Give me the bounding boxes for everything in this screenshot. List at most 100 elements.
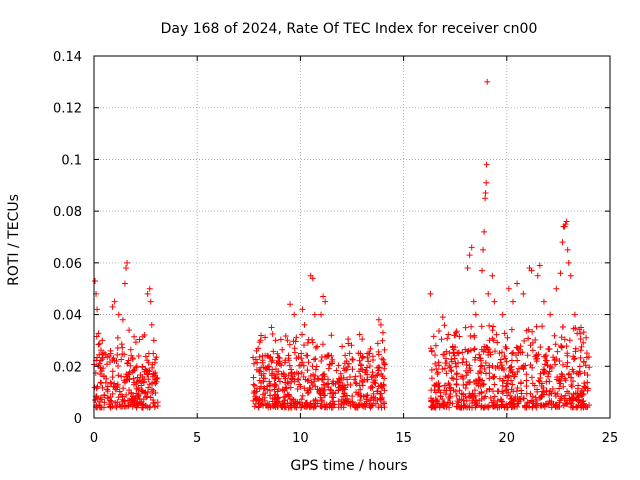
data-point	[562, 392, 569, 399]
data-point	[92, 277, 99, 284]
data-point	[103, 361, 110, 368]
data-point	[131, 379, 138, 386]
data-point	[113, 404, 120, 411]
data-point	[362, 404, 369, 411]
data-point	[498, 349, 505, 356]
data-point	[462, 324, 469, 331]
data-point	[541, 353, 548, 360]
data-point	[480, 348, 487, 355]
data-point	[277, 336, 284, 343]
data-point	[556, 358, 563, 365]
data-point	[540, 402, 547, 409]
data-point	[527, 361, 534, 368]
data-point	[330, 394, 337, 401]
data-point	[539, 388, 546, 395]
data-point	[490, 337, 497, 344]
data-point	[353, 380, 360, 387]
data-point	[546, 378, 553, 385]
data-point	[467, 347, 474, 354]
data-point	[574, 385, 581, 392]
data-point	[502, 355, 509, 362]
data-point	[291, 311, 298, 318]
data-point	[456, 333, 463, 340]
data-point	[443, 370, 450, 377]
data-point	[356, 368, 363, 375]
data-point	[559, 323, 566, 330]
data-point	[357, 361, 364, 368]
data-point	[482, 370, 489, 377]
data-point	[299, 306, 306, 313]
data-point	[377, 321, 384, 328]
data-point	[145, 370, 152, 377]
data-point	[450, 346, 457, 353]
data-point	[430, 333, 437, 340]
data-point	[448, 374, 455, 381]
data-point	[266, 400, 273, 407]
data-point	[484, 344, 491, 351]
data-point	[460, 391, 467, 398]
data-point	[436, 403, 443, 410]
data-point	[432, 352, 439, 359]
data-point	[472, 354, 479, 361]
data-point	[557, 270, 564, 277]
data-point	[436, 328, 443, 335]
data-point	[145, 359, 152, 366]
data-point	[444, 335, 451, 342]
data-point	[273, 382, 280, 389]
data-point	[259, 357, 266, 364]
data-point	[503, 345, 510, 352]
data-point	[462, 385, 469, 392]
data-point	[258, 332, 265, 339]
data-point	[471, 387, 478, 394]
data-point	[97, 379, 104, 386]
data-point	[499, 311, 506, 318]
data-point	[477, 383, 484, 390]
y-tick-label: 0.08	[53, 205, 82, 220]
data-point	[109, 357, 116, 364]
data-point	[435, 380, 442, 387]
data-point	[453, 392, 460, 399]
data-point	[345, 336, 352, 343]
data-point	[433, 365, 440, 372]
data-point	[348, 342, 355, 349]
data-point	[550, 354, 557, 361]
data-point	[514, 344, 521, 351]
data-point	[552, 341, 559, 348]
data-point	[563, 343, 570, 350]
data-point	[486, 375, 493, 382]
data-point	[293, 404, 300, 411]
data-point	[378, 370, 385, 377]
data-point	[349, 366, 356, 373]
data-point	[547, 311, 554, 318]
data-point	[344, 376, 351, 383]
data-point	[435, 362, 442, 369]
data-point	[287, 384, 294, 391]
data-point	[508, 350, 515, 357]
data-point	[306, 384, 313, 391]
data-point	[337, 370, 344, 377]
data-point	[480, 381, 487, 388]
data-point	[378, 355, 385, 362]
data-point	[523, 371, 530, 378]
data-point	[552, 361, 559, 368]
data-point	[507, 400, 514, 407]
data-point	[580, 329, 587, 336]
data-point	[477, 363, 484, 370]
data-point	[93, 333, 100, 340]
y-tick-label: 0.02	[53, 360, 82, 375]
data-point	[558, 334, 565, 341]
data-point	[286, 341, 293, 348]
data-point	[356, 331, 363, 338]
data-point	[565, 259, 572, 266]
data-point	[516, 395, 523, 402]
y-tick-label: 0	[74, 412, 82, 427]
data-point	[364, 396, 371, 403]
data-point	[468, 244, 475, 251]
data-point	[380, 356, 387, 363]
data-point	[297, 383, 304, 390]
data-point	[514, 400, 521, 407]
data-point	[343, 366, 350, 373]
data-point	[293, 334, 300, 341]
data-point	[257, 383, 264, 390]
data-point	[520, 290, 527, 297]
